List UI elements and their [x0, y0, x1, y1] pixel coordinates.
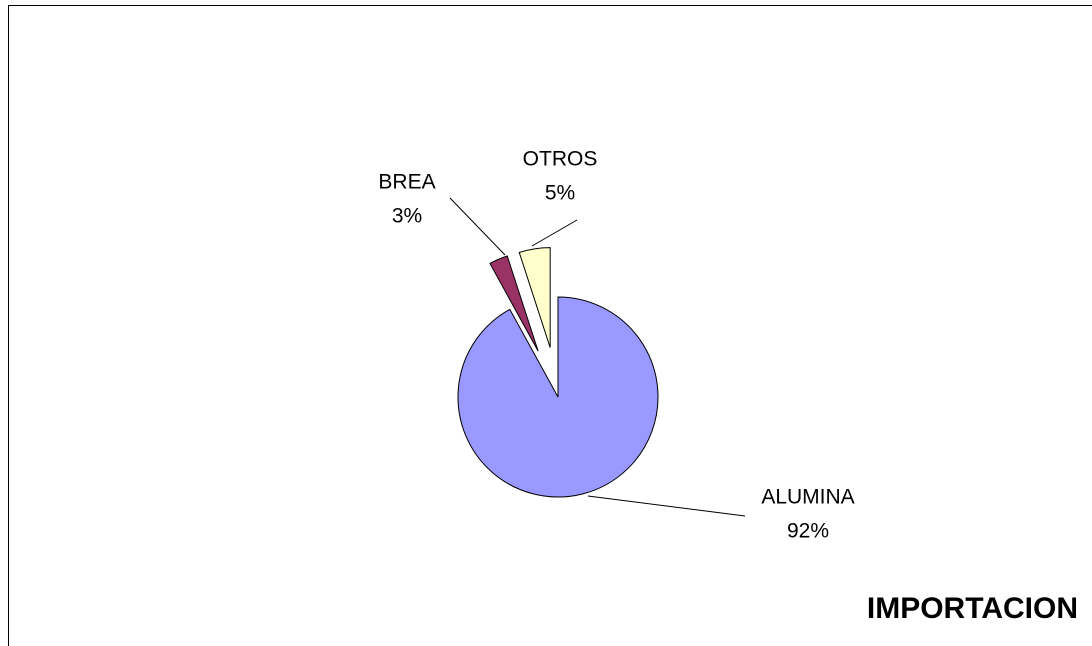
- value-label: 3%: [392, 205, 422, 228]
- category-label: ALUMINA: [761, 486, 854, 509]
- value-label: 92%: [787, 520, 829, 543]
- pie-slice: [489, 255, 539, 352]
- leader-line: [587, 495, 746, 517]
- chart-title: IMPORTACION: [867, 592, 1078, 625]
- pie-slice: [457, 296, 659, 498]
- leader-line: [531, 219, 578, 247]
- pie-slice: [518, 247, 551, 348]
- value-label: 5%: [545, 182, 575, 205]
- chart-frame: [8, 5, 1092, 646]
- category-label: BREA: [378, 171, 435, 194]
- category-label: OTROS: [523, 148, 598, 171]
- leader-line: [449, 197, 506, 256]
